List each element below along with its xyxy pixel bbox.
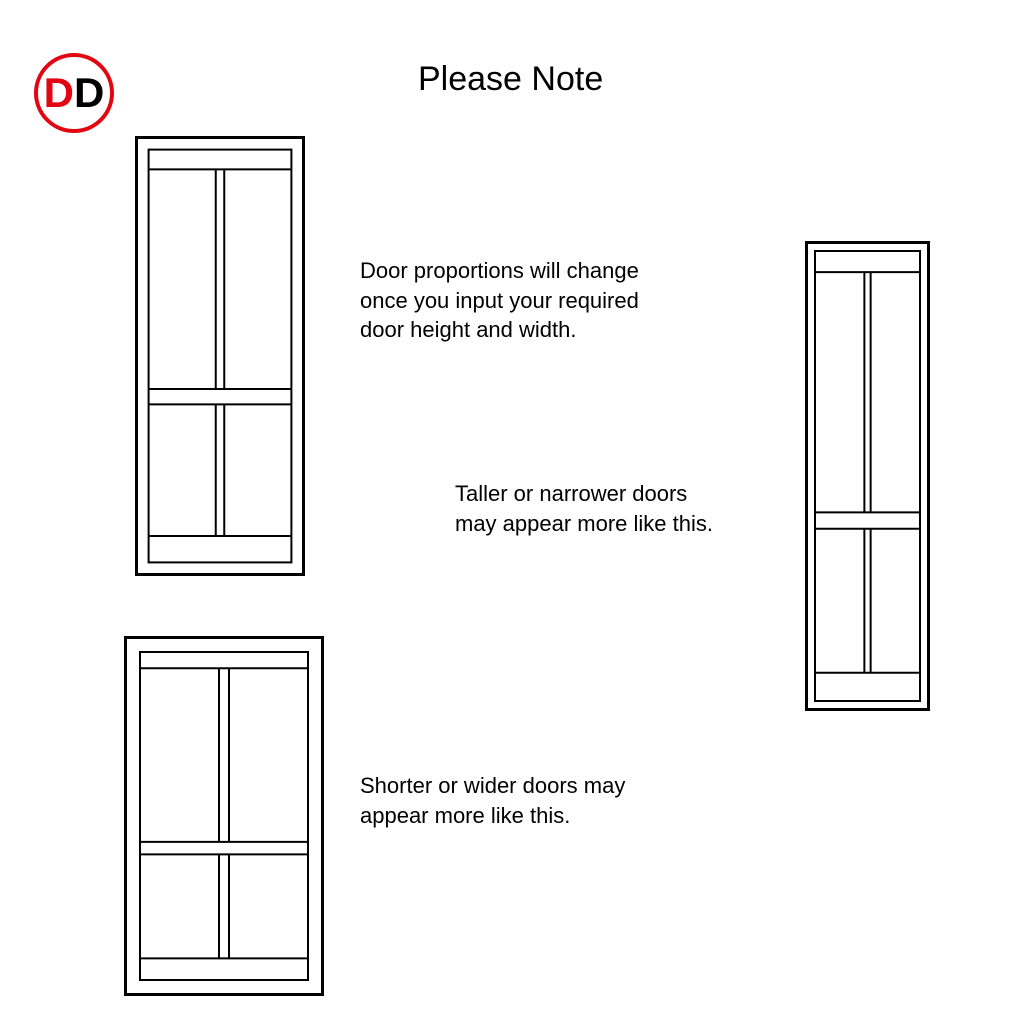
caption-shorter: Shorter or wider doors mayappear more li… <box>360 771 625 830</box>
caption-proportions: Door proportions will changeonce you inp… <box>360 256 639 345</box>
caption-taller: Taller or narrower doorsmay appear more … <box>455 479 713 538</box>
page-title: Please Note <box>418 60 603 99</box>
logo-letter-2: D <box>74 72 104 114</box>
logo-letter-1: D <box>44 72 74 114</box>
brand-logo: DD <box>34 53 114 133</box>
door-wide <box>124 636 324 996</box>
door-narrow <box>805 241 930 711</box>
door-original <box>135 136 305 576</box>
